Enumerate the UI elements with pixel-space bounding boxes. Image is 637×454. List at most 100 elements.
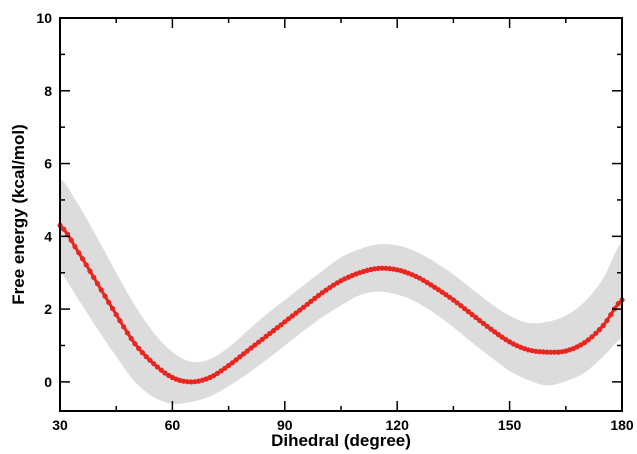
data-point [267,330,273,337]
data-point [608,312,614,318]
data-point [450,297,456,303]
y-tick-label: 4 [44,228,52,244]
data-point [495,332,501,338]
data-point [184,379,190,385]
x-tick-label: 180 [610,417,634,433]
data-point [241,351,247,357]
data-point [72,244,78,250]
confidence-band [60,178,622,404]
data-point [274,325,280,331]
data-point [248,345,254,351]
data-point [181,378,187,384]
data-point [330,282,337,288]
data-point [94,281,101,287]
data-point [162,370,168,376]
data-point [237,354,243,360]
data-point [555,349,561,355]
data-point [533,348,539,354]
data-point [593,330,599,336]
data-point [428,282,434,288]
data-point [615,301,621,307]
data-point [462,306,468,312]
data-point [552,349,558,355]
data-point [128,335,134,342]
data-point [435,287,441,293]
data-point [136,345,142,351]
data-point [465,309,471,315]
data-point [124,330,130,336]
data-point [375,265,382,271]
data-point [387,266,393,272]
data-point [68,237,74,243]
data-point [473,314,479,321]
data-point [102,293,108,299]
data-point [278,322,284,328]
data-point [585,337,591,343]
confidence-band-layer [60,178,622,404]
x-tick-label: 60 [165,417,181,433]
data-point [214,370,220,376]
data-point [540,349,546,355]
series-marker-layer [57,222,625,385]
data-point [323,287,329,293]
data-point [226,362,232,369]
x-tick-label: 150 [498,417,522,433]
data-point [121,324,127,330]
data-point [469,312,475,318]
data-point [589,334,595,340]
data-point [289,313,295,319]
data-point [229,360,235,366]
data-point [285,316,292,322]
data-point [222,365,228,371]
data-point [499,334,505,340]
y-tick-label: 0 [44,374,52,390]
data-point [447,294,453,300]
data-point [304,301,310,307]
data-point [98,287,104,293]
data-point [443,292,449,298]
data-point [544,349,550,355]
y-tick-label: 8 [44,83,52,99]
data-point [600,322,606,329]
data-point [308,298,314,304]
data-point [263,333,269,339]
data-point [76,250,82,256]
data-point [252,342,258,348]
data-point [488,326,494,332]
data-point [492,329,498,335]
data-point [439,289,445,295]
data-point [372,266,378,272]
data-point [312,295,318,301]
data-point [218,368,224,374]
data-point [259,336,265,342]
y-axis-title: Free energy (kcal/mol) [9,124,28,304]
data-point [211,373,217,379]
data-point [604,317,610,324]
data-point [300,304,307,310]
x-tick-labels: 30 60 90 120 150 180 [52,417,634,433]
data-point [256,339,262,345]
data-point [143,354,149,360]
data-point [233,357,239,363]
data-point [132,341,138,347]
data-point [271,328,277,334]
data-point [315,292,322,299]
data-point [113,312,119,318]
data-point [158,367,164,373]
data-point [154,364,160,370]
y-tick-label: 2 [44,301,52,317]
data-point [151,361,157,367]
data-point [87,268,93,274]
data-point [548,349,554,355]
x-tick-label: 30 [52,417,68,433]
x-tick-label: 90 [277,417,293,433]
axis-ticks [59,17,623,411]
data-point [480,320,486,326]
data-point [297,307,303,313]
x-axis-title: Dihedral (degree) [271,431,411,450]
data-point [61,226,67,232]
data-point [109,305,116,312]
data-point [282,319,288,325]
data-point [454,300,460,306]
